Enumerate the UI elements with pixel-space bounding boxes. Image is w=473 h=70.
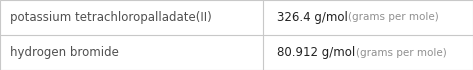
Text: 326.4 g/mol: 326.4 g/mol — [277, 11, 347, 24]
Text: hydrogen bromide: hydrogen bromide — [10, 46, 119, 59]
Text: potassium tetrachloropalladate(II): potassium tetrachloropalladate(II) — [10, 11, 212, 24]
Text: (grams per mole): (grams per mole) — [348, 13, 439, 22]
Text: (grams per mole): (grams per mole) — [356, 48, 447, 57]
Text: 80.912 g/mol: 80.912 g/mol — [277, 46, 355, 59]
